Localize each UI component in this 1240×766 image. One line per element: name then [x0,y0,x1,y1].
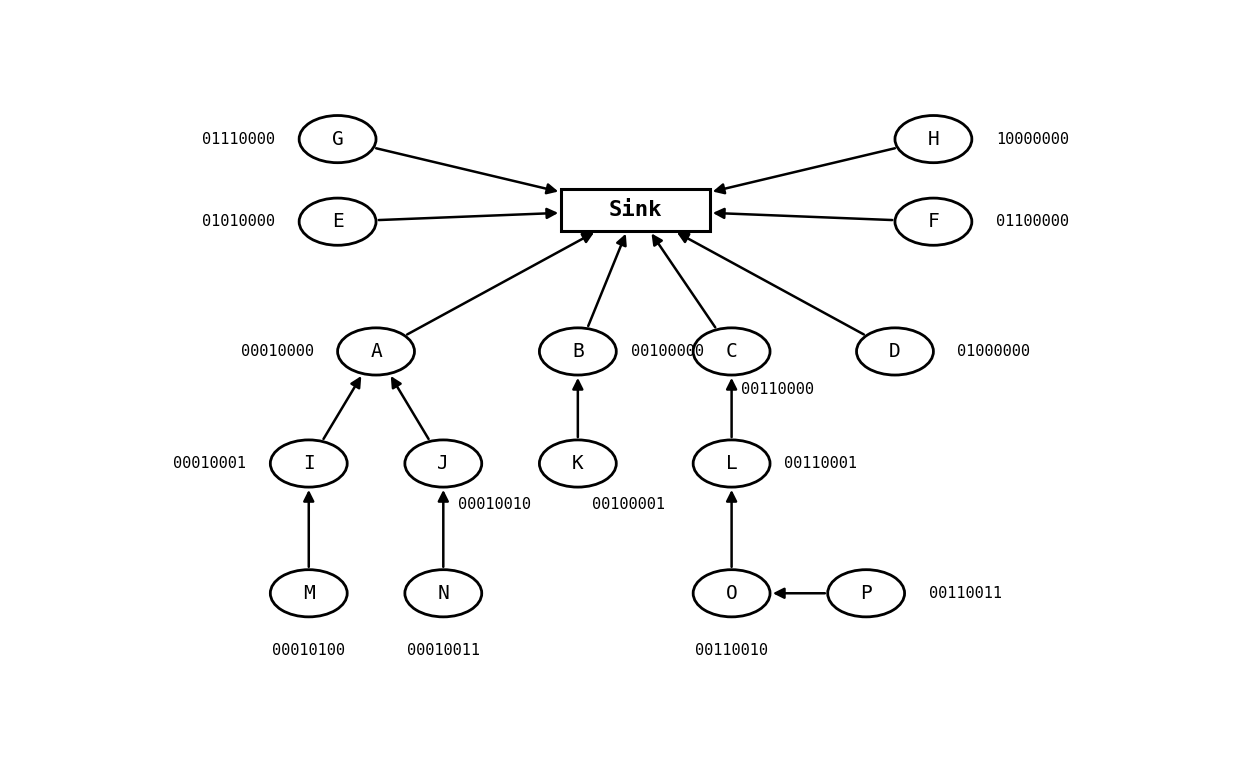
Text: 00110010: 00110010 [696,643,768,659]
Text: B: B [572,342,584,361]
Text: F: F [928,212,939,231]
Text: 00110000: 00110000 [742,382,815,398]
Circle shape [693,440,770,487]
Text: 00110001: 00110001 [785,456,857,471]
Circle shape [828,570,904,617]
Text: 00110011: 00110011 [929,586,1002,601]
Text: 00010000: 00010000 [241,344,314,359]
Circle shape [404,570,481,617]
Text: 00100000: 00100000 [631,344,703,359]
Text: 10000000: 10000000 [996,132,1069,146]
Circle shape [895,116,972,162]
Text: 00010011: 00010011 [407,643,480,659]
Circle shape [270,440,347,487]
Circle shape [895,198,972,245]
Text: J: J [438,454,449,473]
Text: P: P [861,584,872,603]
FancyBboxPatch shape [560,188,711,231]
Circle shape [299,116,376,162]
Text: G: G [332,129,343,149]
Circle shape [693,570,770,617]
Text: A: A [371,342,382,361]
Text: 01100000: 01100000 [996,214,1069,229]
Text: O: O [725,584,738,603]
Circle shape [270,570,347,617]
Text: 01110000: 01110000 [202,132,275,146]
Text: 00100001: 00100001 [593,497,665,512]
Text: I: I [303,454,315,473]
Circle shape [539,328,616,375]
Text: L: L [725,454,738,473]
Circle shape [404,440,481,487]
Text: E: E [332,212,343,231]
Text: Sink: Sink [609,200,662,220]
Text: M: M [303,584,315,603]
Text: N: N [438,584,449,603]
Text: D: D [889,342,900,361]
Circle shape [299,198,376,245]
Circle shape [539,440,616,487]
Text: 01010000: 01010000 [202,214,275,229]
Text: 00010100: 00010100 [273,643,345,659]
Circle shape [857,328,934,375]
Text: 01000000: 01000000 [957,344,1030,359]
Text: 00010001: 00010001 [174,456,247,471]
Text: 00010010: 00010010 [458,497,531,512]
Circle shape [693,328,770,375]
Text: C: C [725,342,738,361]
Circle shape [337,328,414,375]
Text: K: K [572,454,584,473]
Text: H: H [928,129,939,149]
